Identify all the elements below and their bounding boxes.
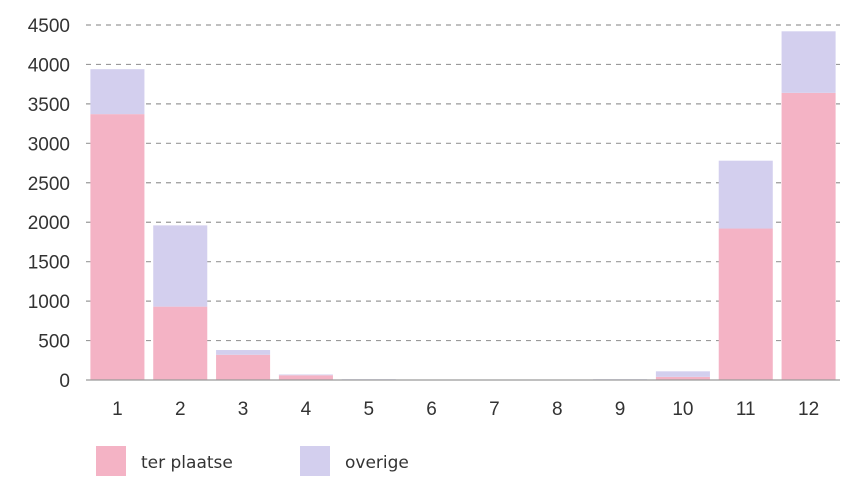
- x-tick-label: 1: [112, 399, 123, 420]
- x-tick-label: 10: [672, 399, 693, 420]
- y-tick-label: 2500: [28, 174, 70, 195]
- y-tick-label: 2000: [28, 213, 70, 234]
- bar-ter-plaatse-10: [655, 376, 710, 380]
- legend-swatch-ter-plaatse: [96, 446, 126, 476]
- x-axis: 1 2 3 4 5 6 7 8 9 10 11 12: [86, 379, 840, 420]
- y-tick-label: 3500: [28, 95, 70, 116]
- x-tick-label: 7: [489, 399, 500, 420]
- bar-overige-12: [781, 31, 836, 93]
- y-tick-label: 1500: [28, 253, 70, 274]
- bar-overige-11: [718, 160, 773, 229]
- bar-ter-plaatse-3: [216, 354, 271, 380]
- x-tick-label: 4: [301, 399, 312, 420]
- bar-overige-4: [278, 374, 333, 376]
- x-tick-label: 11: [736, 399, 756, 420]
- y-tick-label: 3000: [28, 134, 70, 155]
- x-tick-label: 3: [238, 399, 249, 420]
- y-tick-label: 1000: [28, 292, 70, 313]
- x-tick-label: 9: [615, 399, 626, 420]
- bar-ter-plaatse-12: [781, 92, 836, 380]
- bar-overige-2: [153, 225, 208, 307]
- y-tick-label: 4000: [28, 55, 70, 76]
- bar-ter-plaatse-4: [278, 375, 333, 380]
- bar-ter-plaatse-2: [153, 306, 208, 380]
- x-tick-label: 6: [426, 399, 437, 420]
- y-tick-label: 0: [59, 371, 70, 392]
- bar-ter-plaatse-1: [90, 114, 145, 381]
- bar-overige-3: [216, 350, 271, 355]
- legend-label-overige: overige: [345, 453, 409, 473]
- x-tick-label: 12: [798, 399, 819, 420]
- legend: ter plaatse overige: [96, 446, 409, 476]
- bar-ter-plaatse-11: [718, 228, 773, 380]
- legend-swatch-overige: [300, 446, 330, 476]
- x-tick-label: 8: [552, 399, 563, 420]
- bars: [90, 31, 836, 381]
- x-tick-label: 5: [363, 399, 374, 420]
- y-axis: 0 500 1000 1500 2000 2500 3000 3500 4000 4500: [28, 16, 70, 392]
- x-tick-label: 2: [175, 399, 186, 420]
- bar-overige-10: [655, 371, 710, 377]
- y-tick-label: 500: [38, 332, 70, 353]
- bar-overige-1: [90, 69, 145, 115]
- legend-label-ter-plaatse: ter plaatse: [141, 453, 233, 473]
- y-tick-label: 4500: [28, 16, 70, 37]
